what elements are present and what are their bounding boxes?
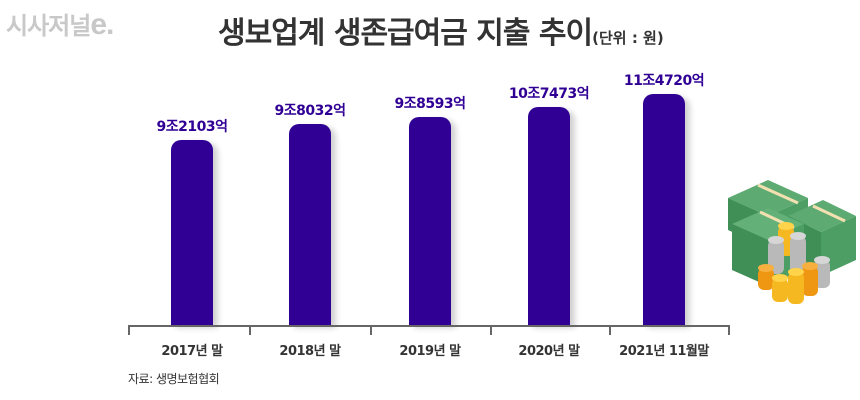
bar: [289, 124, 331, 325]
axis-tick: [249, 325, 251, 335]
x-axis-line: [128, 325, 730, 327]
bar-value-label: 9조8593억: [394, 96, 466, 112]
bar-value-label: 9조8032억: [274, 103, 346, 119]
axis-tick: [609, 325, 611, 335]
bar: [528, 107, 570, 325]
bar-value-label: 11조4720억: [623, 73, 705, 89]
source-note: 자료: 생명보험협회: [128, 372, 220, 386]
axis-tick: [728, 325, 730, 335]
bar: [643, 94, 685, 325]
bar: [409, 117, 451, 325]
x-axis-category-label: 2020년 말: [518, 344, 580, 359]
bar-value-label: 10조7473억: [508, 86, 590, 102]
bar: [171, 140, 213, 325]
publisher-logo: 시사저널e.: [6, 6, 114, 42]
logo-text: 시사저널: [6, 13, 91, 40]
money-stacks-and-coins-icon: [728, 180, 856, 304]
x-axis-category-label: 2018년 말: [279, 344, 341, 359]
axis-tick: [128, 325, 130, 335]
x-axis-category-label: 2019년 말: [399, 344, 461, 359]
chart-title: 생보업계 생존급여금 지출 추이(단위 : 원): [218, 8, 664, 52]
unit-label: (단위 : 원): [592, 29, 664, 47]
axis-tick: [370, 325, 372, 335]
x-axis-category-label: 2017년 말: [161, 344, 223, 359]
logo-suffix: e.: [90, 8, 114, 41]
title-text: 생보업계 생존급여금 지출 추이: [218, 16, 593, 51]
bar-value-label: 9조2103억: [156, 119, 228, 135]
axis-tick: [490, 325, 492, 335]
x-axis-category-label: 2021년 11월말: [619, 344, 709, 359]
